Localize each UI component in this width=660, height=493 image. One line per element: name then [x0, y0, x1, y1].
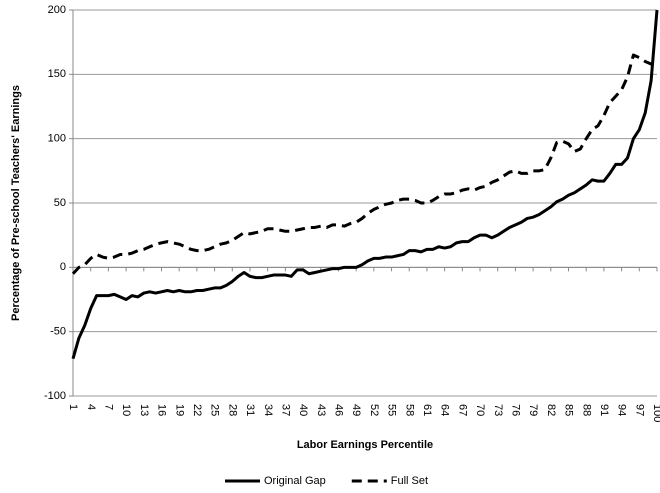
x-tick-label: 100 — [651, 404, 660, 422]
x-tick-label: 61 — [421, 404, 433, 416]
x-tick-label: 52 — [368, 404, 380, 416]
x-tick-label: 13 — [138, 404, 150, 416]
series-line — [71, 9, 659, 360]
y-tick-label: -100 — [44, 390, 66, 402]
x-tick-label: 43 — [315, 404, 327, 416]
x-tick-label: 31 — [244, 404, 256, 416]
x-tick-label: 34 — [262, 404, 274, 416]
y-axis-title: Percentage of Pre-school Teachers' Earni… — [10, 85, 22, 321]
y-tick-label: 0 — [60, 261, 66, 273]
y-tick-label: 200 — [48, 4, 66, 16]
x-tick-label: 1 — [67, 404, 79, 410]
x-tick-label: 49 — [350, 404, 362, 416]
y-tick-label: -50 — [50, 326, 66, 338]
x-tick-label: 37 — [279, 404, 291, 416]
x-tick-label: 55 — [386, 404, 398, 416]
x-tick-label: 88 — [580, 404, 592, 416]
x-tick-label: 7 — [102, 404, 114, 410]
x-tick-label: 10 — [120, 404, 132, 416]
x-tick-label: 16 — [156, 404, 168, 416]
x-axis-title: Labor Earnings Percentile — [297, 439, 433, 451]
x-tick-label: 94 — [616, 404, 628, 416]
x-tick-label: 70 — [474, 404, 486, 416]
x-tick-label: 85 — [563, 404, 575, 416]
legend-label: Original Gap — [264, 475, 326, 487]
x-tick-label: 22 — [191, 404, 203, 416]
x-tick-label: 64 — [439, 404, 451, 416]
x-tick-label: 67 — [456, 404, 468, 416]
y-tick-label: 50 — [54, 197, 66, 209]
x-tick-label: 40 — [297, 404, 309, 416]
series-line — [71, 53, 658, 275]
legend-label: Full Set — [391, 475, 428, 487]
x-tick-label: 76 — [510, 404, 522, 416]
x-tick-label: 19 — [173, 404, 185, 416]
x-tick-label: 58 — [403, 404, 415, 416]
y-tick-label: 100 — [48, 133, 66, 145]
x-tick-label: 28 — [226, 404, 238, 416]
x-tick-label: 73 — [492, 404, 504, 416]
y-tick-label: 150 — [48, 68, 66, 80]
x-tick-label: 46 — [333, 404, 345, 416]
x-tick-label: 91 — [598, 404, 610, 416]
x-tick-label: 25 — [209, 404, 221, 416]
x-tick-label: 79 — [527, 404, 539, 416]
x-tick-label: 97 — [633, 404, 645, 416]
x-tick-label: 82 — [545, 404, 557, 416]
x-tick-label: 4 — [85, 404, 97, 410]
